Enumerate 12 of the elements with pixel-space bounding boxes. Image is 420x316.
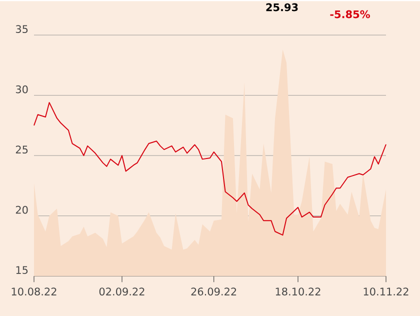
y-tick-label: 20 <box>16 206 28 214</box>
x-tick-label: 10.08.22 <box>12 288 56 296</box>
y-tick-label: 15 <box>16 266 28 274</box>
y-tick-label: 25 <box>16 146 28 154</box>
y-tick-label: 35 <box>16 25 28 33</box>
text: -5.85% <box>330 10 370 18</box>
x-tick-label: 18.10.22 <box>276 288 320 296</box>
x-tick-label: 10.11.22 <box>364 288 408 296</box>
x-tick-label: 02.09.22 <box>99 288 144 296</box>
y-tick-label: 30 <box>16 85 28 94</box>
text: 25.93 <box>266 3 298 12</box>
x-tick-label: 26.09.22 <box>191 288 236 296</box>
